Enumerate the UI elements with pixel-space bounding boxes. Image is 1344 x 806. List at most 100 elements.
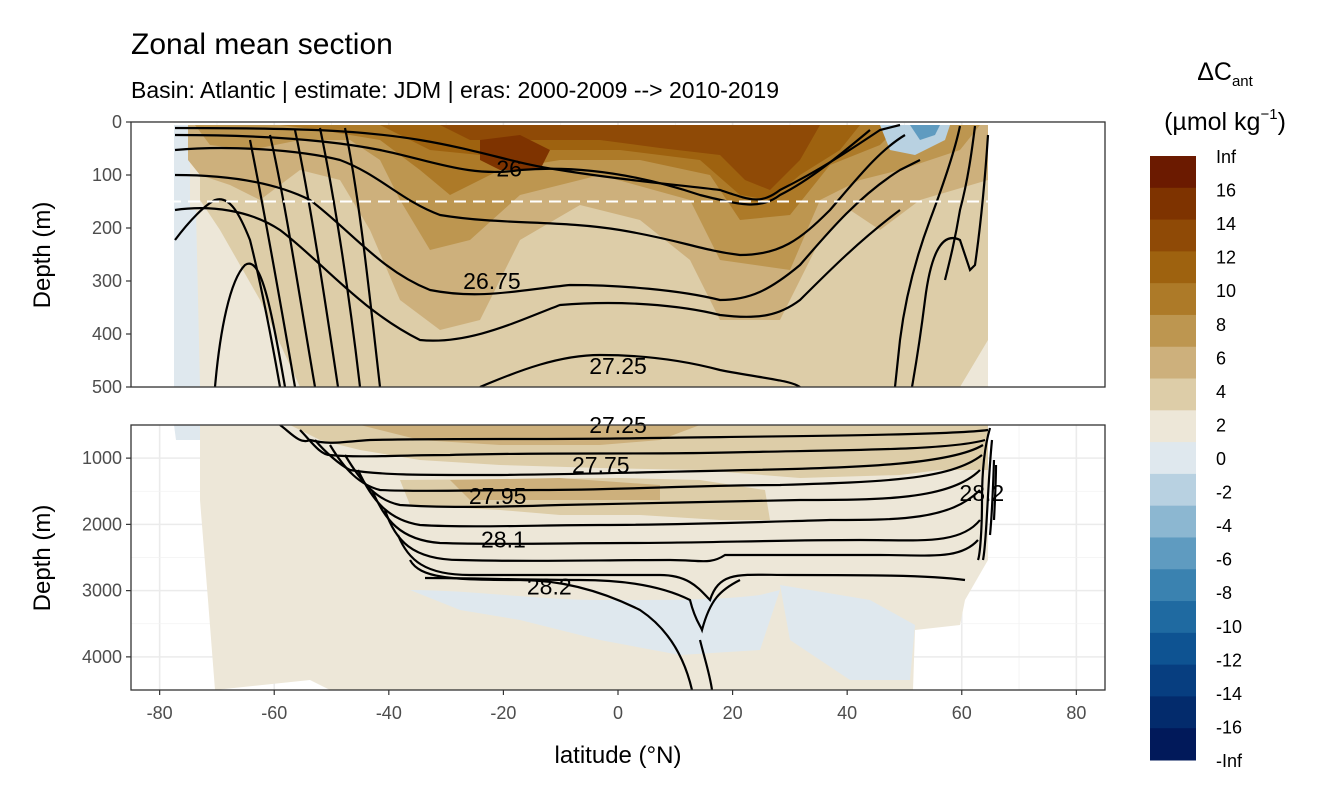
legend-swatch	[1150, 283, 1196, 316]
x-tick-label: 80	[1066, 703, 1086, 723]
upper-field-neg-north-dark	[910, 125, 940, 140]
upper-contour-7	[174, 198, 282, 387]
legend-unit-open: (µmol kg	[1164, 108, 1260, 136]
upper-contour-1	[174, 123, 901, 201]
upper-no-data-south	[131, 122, 174, 387]
legend-title: ΔCant	[1197, 58, 1253, 90]
upper-contour-3	[174, 134, 906, 257]
x-axis-ticks: -80 -60 -40 -20 0 20 40 60 80	[147, 690, 1086, 723]
upper-y-axis-title: Depth (m)	[29, 202, 56, 309]
legend-swatch	[1150, 505, 1196, 538]
lower-contour-13	[981, 439, 994, 561]
lower-contour-16	[698, 639, 714, 690]
upper-contour-labels: 26 26.75 27.25	[463, 156, 647, 379]
lower-contour-4	[329, 444, 983, 492]
legend-label: 6	[1216, 348, 1226, 368]
y-tick-label: 500	[92, 377, 122, 397]
lower-contour-10	[409, 559, 694, 690]
upper-field-12to14	[440, 125, 820, 190]
legend-label: 8	[1216, 315, 1226, 335]
legend-swatch	[1150, 314, 1196, 348]
legend-label: -8	[1216, 583, 1232, 603]
legend-swatch	[1150, 632, 1196, 666]
y-tick-label: 4000	[82, 647, 122, 667]
legend-title-main: ΔC	[1197, 58, 1232, 86]
legend-swatch	[1150, 410, 1196, 443]
upper-contour-12	[318, 127, 362, 387]
y-tick-label: 2000	[82, 514, 122, 534]
upper-neg-strip	[174, 210, 200, 387]
legend-swatch	[1150, 251, 1196, 284]
upper-contour-16	[910, 134, 990, 387]
legend-label: 14	[1216, 214, 1236, 234]
legend-title-subscript: ant	[1232, 73, 1254, 90]
chart-title: Zonal mean section	[131, 28, 393, 61]
lower-y-ticks: 1000 2000 3000 4000	[82, 448, 131, 667]
legend-label: 0	[1216, 449, 1226, 469]
legend-swatch	[1150, 664, 1196, 697]
contour-label: 28.2	[959, 480, 1004, 506]
upper-contour-5	[174, 207, 901, 342]
legend-unit-superscript: −1	[1260, 106, 1277, 123]
legend-swatch	[1150, 569, 1196, 602]
contour-label: 28.2	[527, 574, 572, 600]
legend-label: -6	[1216, 550, 1232, 570]
x-tick-label: -40	[376, 703, 402, 723]
chart-subtitle: Basin: Atlantic | estimate: JDM | eras: …	[131, 77, 779, 103]
lower-contour-12	[976, 427, 992, 561]
legend-swatch	[1150, 378, 1196, 411]
upper-field-14to16	[480, 135, 550, 170]
legend-color-bar	[1150, 156, 1196, 761]
legend-label: -12	[1216, 650, 1242, 670]
upper-contour-14	[893, 125, 962, 387]
legend-label: -Inf	[1216, 751, 1243, 771]
lower-contour-3	[314, 439, 984, 477]
y-tick-label: 300	[92, 271, 122, 291]
contour-label: 26.75	[463, 268, 521, 294]
y-tick-label: 0	[112, 112, 122, 132]
upper-contour-13	[343, 127, 382, 387]
lower-contour-7	[370, 489, 981, 545]
upper-contour-15	[943, 125, 977, 281]
upper-contour-4	[174, 159, 921, 302]
lower-contour-14	[988, 459, 996, 536]
y-tick-label: 400	[92, 324, 122, 344]
legend-label: -10	[1216, 617, 1242, 637]
colorbar-legend: ΔCant (µmol kg−1) Inf 16 14 12 10 8 6 4 2 0 -2 -4 -6…	[1150, 58, 1286, 771]
legend-swatch	[1150, 473, 1196, 507]
legend-swatch	[1150, 156, 1196, 189]
upper-contour-11	[293, 129, 340, 387]
lower-contour-15	[992, 464, 998, 521]
legend-label: -4	[1216, 516, 1232, 536]
upper-y-ticks: 0 100 200 300 400 500	[92, 112, 131, 397]
lower-contour-6	[357, 469, 981, 528]
legend-swatch	[1150, 696, 1196, 729]
x-tick-label: -60	[261, 703, 287, 723]
upper-contour-2	[174, 129, 871, 206]
lower-field-neg-mid	[780, 585, 915, 680]
y-tick-label: 200	[92, 218, 122, 238]
x-tick-label: -80	[147, 703, 173, 723]
legend-label: -14	[1216, 684, 1242, 704]
legend-label: 10	[1216, 281, 1236, 301]
x-tick-label: 0	[613, 703, 623, 723]
upper-contour-6	[479, 353, 801, 387]
y-tick-label: 1000	[82, 448, 122, 468]
x-tick-label: 20	[723, 703, 743, 723]
lower-field-neg-southwest	[174, 425, 200, 440]
y-tick-label: 100	[92, 165, 122, 185]
legend-swatch	[1150, 728, 1196, 761]
upper-contour-8	[213, 262, 287, 387]
legend-swatch	[1150, 442, 1196, 475]
legend-label: -2	[1216, 483, 1232, 503]
lower-y-axis-title: Depth (m)	[29, 505, 56, 612]
legend-label: -16	[1216, 717, 1242, 737]
x-tick-label: 40	[837, 703, 857, 723]
x-axis-title: latitude (°N)	[555, 742, 682, 769]
contour-label: 26	[496, 156, 522, 182]
upper-density-contours	[174, 123, 990, 387]
contour-label: 27.95	[469, 483, 527, 509]
legend-label: 4	[1216, 382, 1226, 402]
